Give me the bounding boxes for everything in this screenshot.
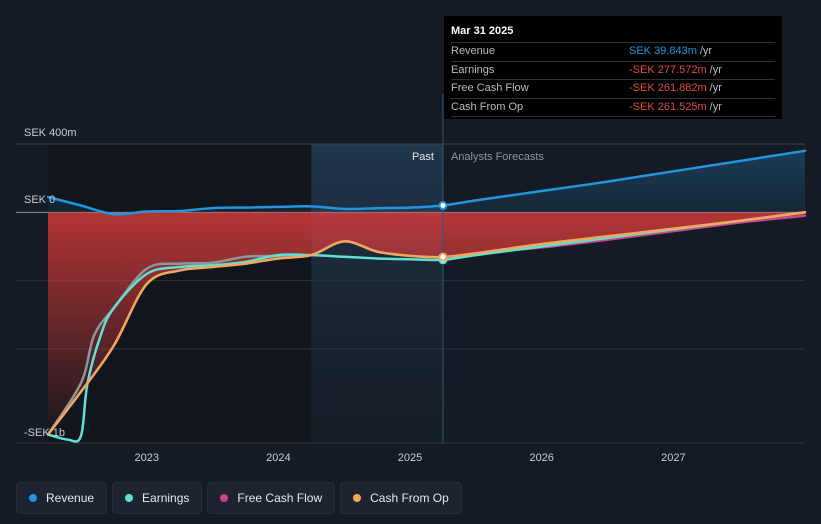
tooltip-unit: /yr: [699, 45, 713, 57]
tooltip-value: SEK 39.843m: [629, 45, 697, 57]
legend-dot-icon: [220, 494, 229, 502]
y-axis-label-zero: SEK 0: [24, 194, 55, 206]
y-axis-label-top: SEK 400m: [24, 127, 77, 139]
chart-legend: Revenue Earnings Free Cash Flow Cash Fro…: [16, 482, 462, 514]
tooltip-value: -SEK 261.882m: [629, 82, 707, 94]
highlight-region-band: [311, 144, 443, 443]
legend-item-cash-from-op[interactable]: Cash From Op: [340, 482, 462, 514]
tooltip-unit: /yr: [709, 100, 722, 113]
tooltip-date: Mar 31 2025: [451, 25, 514, 37]
x-tick-label: 2026: [529, 452, 553, 464]
x-tick-label: 2023: [134, 452, 158, 464]
legend-dot-icon: [125, 494, 134, 502]
history-gray-line: [46, 253, 312, 436]
legend-item-free-cash-flow[interactable]: Free Cash Flow: [207, 482, 336, 514]
tooltip-unit: /yr: [709, 82, 722, 94]
tooltip-unit: /yr: [709, 63, 722, 76]
tooltip-value: -SEK 277.572m: [629, 63, 707, 76]
marker-revenue: [438, 201, 448, 211]
past-label: Past: [412, 151, 434, 163]
legend-dot-icon: [29, 494, 37, 502]
forecast-label: Analysts Forecasts: [451, 151, 544, 163]
revenue-area: [48, 150, 805, 215]
tooltip-label: Cash From Op: [451, 100, 524, 113]
tooltip-value: -SEK 261.525m: [629, 100, 707, 113]
series-line-cash-from-op: [46, 211, 807, 436]
legend-item-revenue[interactable]: Revenue: [16, 482, 108, 514]
tooltip-row-cash-from-op: Cash From Op -SEK 261.525m /yr: [451, 97, 775, 117]
legend-dot-icon: [353, 494, 362, 502]
chart-plot: SEK 400m SEK 0 -SEK 1b Past Analysts Forecas…: [16, 94, 807, 464]
x-tick-label: 2025: [398, 452, 422, 464]
tooltip-row-revenue: Revenue SEK 39.843m /yr: [451, 42, 775, 61]
legend-label: Revenue: [46, 491, 95, 505]
tooltip-row-free-cash-flow: Free Cash Flow -SEK 261.882m /yr: [451, 79, 775, 98]
x-tick-label: 2027: [661, 452, 685, 464]
series-line-earnings: [46, 211, 807, 443]
tooltip-panel: Mar 31 2025 Revenue SEK 39.843m /yr Earn…: [444, 16, 782, 119]
marker-cash-from-op: [438, 252, 448, 262]
tooltip-label: Free Cash Flow: [451, 82, 529, 94]
legend-item-earnings[interactable]: Earnings: [112, 482, 203, 514]
legend-label: Earnings: [142, 491, 190, 505]
series-line-revenue: [46, 149, 807, 216]
tooltip-label: Earnings: [451, 63, 495, 76]
legend-label: Free Cash Flow: [237, 491, 323, 505]
x-tick-label: 2024: [266, 452, 290, 464]
legend-label: Cash From Op: [370, 491, 449, 505]
y-axis-label-bottom: -SEK 1b: [24, 427, 65, 439]
tooltip-row-earnings: Earnings -SEK 277.572m /yr: [451, 60, 775, 80]
tooltip-label: Revenue: [451, 45, 496, 57]
